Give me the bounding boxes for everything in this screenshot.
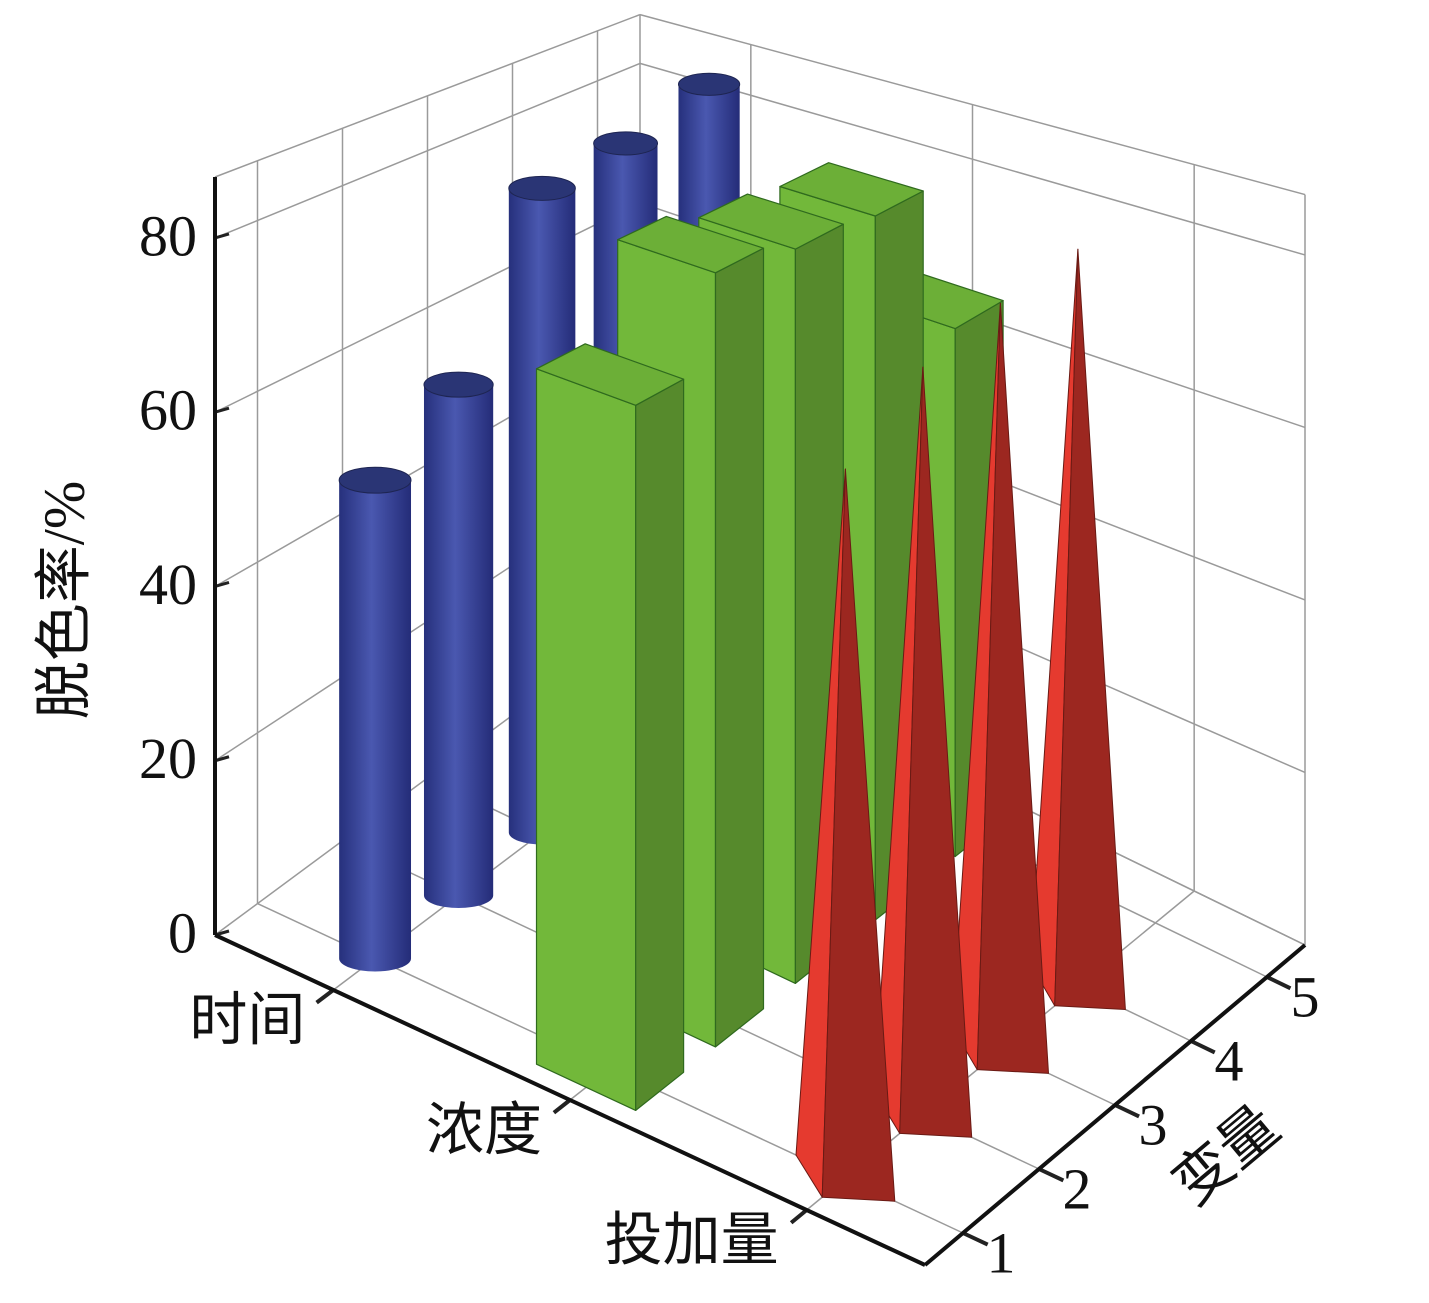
category-label: 投加量 <box>605 1207 779 1272</box>
x-tick-label: 2 <box>1063 1156 1092 1221</box>
axis-line <box>923 943 1307 1267</box>
cone <box>873 366 973 1138</box>
z-tick <box>214 232 230 240</box>
box-top <box>698 193 844 250</box>
cylinder-body <box>339 480 412 972</box>
cone-right <box>899 366 973 1138</box>
box <box>535 343 685 1112</box>
x-tick-label: 4 <box>1215 1028 1244 1093</box>
cone-right <box>821 468 896 1202</box>
x-tick-label: 5 <box>1291 964 1320 1029</box>
box-side <box>635 378 685 1112</box>
z-tick-label: 40 <box>139 552 197 617</box>
cone-right <box>976 302 1049 1074</box>
cylinder-top <box>423 371 494 398</box>
category-tick <box>789 1208 808 1225</box>
y-axis-title: 脱色率/% <box>31 481 96 719</box>
box-top <box>535 343 685 406</box>
category-tick <box>315 988 335 1005</box>
z-tick-label: 60 <box>139 378 197 443</box>
axis-line <box>214 933 926 1267</box>
cylinder <box>338 466 412 972</box>
cylinder-top <box>338 466 412 494</box>
cone-right <box>1054 248 1126 1010</box>
z-tick <box>214 581 230 588</box>
x-tick <box>1190 1039 1216 1055</box>
z-tick <box>214 406 230 414</box>
x-tick-label: 1 <box>987 1220 1016 1285</box>
x-tick <box>1266 975 1292 991</box>
z-tick <box>214 755 230 763</box>
cylinder <box>423 371 494 908</box>
category-label: 时间 <box>189 987 305 1052</box>
cylinder-top <box>677 72 741 96</box>
category-tick <box>552 1098 572 1115</box>
box-top <box>779 162 924 217</box>
x-axis-title: 变量 <box>1161 1093 1292 1217</box>
z-tick-label: 20 <box>139 726 197 791</box>
x-tick <box>962 1231 989 1247</box>
x-tick <box>1114 1103 1140 1119</box>
box-side <box>714 247 765 1048</box>
cylinder-top <box>508 175 576 201</box>
category-label: 浓度 <box>426 1097 542 1162</box>
cone <box>795 468 896 1202</box>
x-tick <box>1038 1167 1065 1183</box>
box-top <box>617 215 765 274</box>
z-tick-label: 0 <box>168 900 197 965</box>
cone <box>1029 248 1126 1010</box>
cylinder-top <box>593 131 659 156</box>
x-tick-label: 3 <box>1139 1092 1168 1157</box>
cylinder-body <box>423 384 494 908</box>
z-tick-label: 80 <box>139 203 197 268</box>
box-front <box>535 368 637 1112</box>
